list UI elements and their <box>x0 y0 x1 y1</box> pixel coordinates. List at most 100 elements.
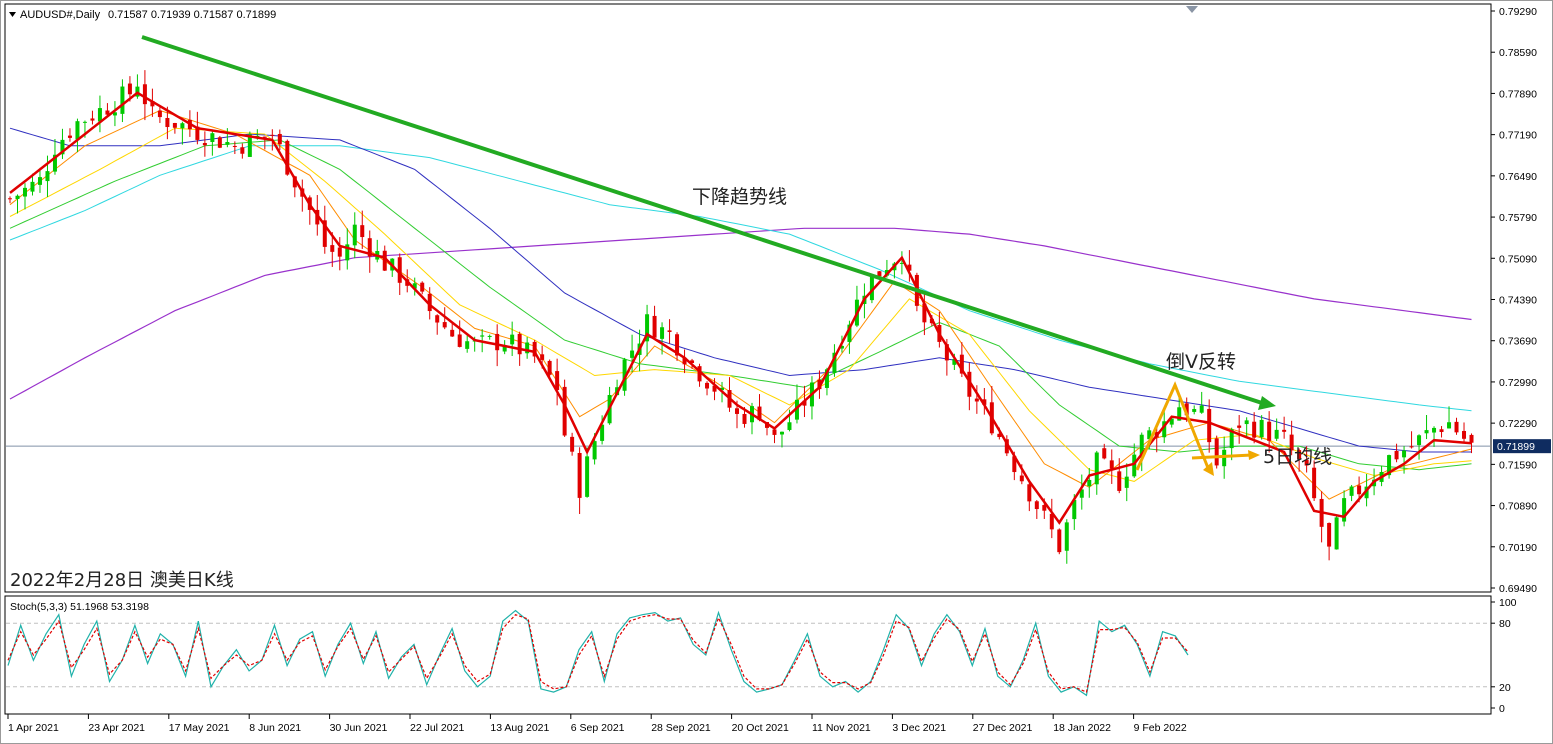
date-tick-label: 6 Sep 2021 <box>571 722 625 734</box>
ma5-line <box>9 91 1472 525</box>
ohlc-values: 0.71587 0.71939 0.71587 0.71899 <box>108 9 276 21</box>
candle-body <box>337 247 342 257</box>
candle-body <box>577 452 582 498</box>
candle-body <box>660 327 665 339</box>
candle-body <box>1019 475 1024 482</box>
candle-body <box>1289 434 1294 451</box>
price-tick-label: 0.75790 <box>1499 212 1537 224</box>
candle-body <box>90 118 95 121</box>
ma30-line <box>9 139 1472 471</box>
candle-body <box>67 135 72 138</box>
shift-marker-icon[interactable] <box>1186 6 1198 13</box>
collapse-triangle-icon[interactable] <box>9 12 16 17</box>
price-tick-label: 0.73690 <box>1499 336 1537 348</box>
candle-body <box>1214 438 1219 466</box>
main-plot-area <box>4 3 1492 593</box>
stoch-tick-label: 20 <box>1499 682 1511 694</box>
candle-body <box>974 398 979 402</box>
candle-body <box>547 360 552 375</box>
candle-body <box>1432 427 1437 433</box>
price-tag <box>1493 439 1551 454</box>
candle-body <box>1267 421 1272 441</box>
candle-body <box>532 341 537 357</box>
ma60-line <box>9 127 1472 453</box>
candle-body <box>247 134 252 157</box>
candle-body <box>1012 456 1017 473</box>
candle-body <box>1439 429 1444 433</box>
candle-body <box>1417 435 1422 446</box>
candle-body <box>562 386 567 436</box>
candle-body <box>1229 429 1234 449</box>
date-tick-label: 8 Jun 2021 <box>249 722 301 734</box>
candle-body <box>1259 419 1264 438</box>
reversal-label: 倒V反转 <box>1166 351 1236 373</box>
candle-body <box>502 345 507 352</box>
candle-body <box>37 177 42 185</box>
price-tick-label: 0.74390 <box>1499 295 1537 307</box>
candle-body <box>165 118 170 128</box>
price-tick-label: 0.79290 <box>1499 6 1537 18</box>
candle-body <box>742 413 747 424</box>
stoch-plot-area <box>4 595 1492 715</box>
candle-body <box>232 145 237 147</box>
candle-body <box>1087 479 1092 487</box>
candle-body <box>1147 430 1152 440</box>
candle-body <box>997 433 1002 438</box>
candle-body <box>1124 476 1129 488</box>
date-tick-label: 3 Dec 2021 <box>892 722 946 734</box>
candle-body <box>959 354 964 374</box>
date-tick-label: 9 Feb 2022 <box>1134 722 1187 734</box>
candle-body <box>982 399 987 405</box>
candle-body <box>442 322 447 328</box>
candle-body <box>435 315 440 323</box>
candle-body <box>779 431 784 435</box>
candle-body <box>450 329 455 337</box>
candle-body <box>720 387 725 391</box>
candle-body <box>1462 430 1467 439</box>
candle-body <box>630 350 635 358</box>
candle-body <box>1177 407 1182 421</box>
candle-body <box>1394 450 1399 460</box>
candle-body <box>22 187 27 197</box>
candle-body <box>1222 449 1227 467</box>
candle-body <box>240 147 245 154</box>
price-tick-label: 0.72290 <box>1499 418 1537 430</box>
candle-body <box>360 225 365 238</box>
candle-body <box>772 429 777 435</box>
date-tick-label: 13 Aug 2021 <box>490 722 549 734</box>
candle-body <box>457 334 462 347</box>
axes: 0.79290 0.78590 0.77890 0.77190 0.76490 0.757… <box>7 6 1551 734</box>
downtrend-line <box>141 35 1263 405</box>
candle-body <box>1244 420 1249 425</box>
candle-body <box>345 244 350 261</box>
candle-body <box>847 324 852 342</box>
candle-body <box>1342 498 1347 522</box>
candle-body <box>127 83 132 95</box>
price-tick-label: 0.76490 <box>1499 171 1537 183</box>
stochastic-panel <box>6 609 1490 697</box>
candle-body <box>1387 455 1392 476</box>
date-tick-label: 11 Nov 2021 <box>812 722 871 734</box>
candle-body <box>1079 489 1084 498</box>
date-tick-label: 17 May 2021 <box>169 722 230 734</box>
candle-body <box>1282 429 1287 432</box>
candle-body <box>1004 439 1009 454</box>
candle-body <box>952 358 957 365</box>
candle-body <box>487 335 492 337</box>
candle-body <box>944 344 949 361</box>
candle-body <box>645 314 650 342</box>
price-panel <box>6 35 1490 564</box>
inverted-v-arrow <box>1135 381 1210 471</box>
candle-body <box>1184 403 1189 416</box>
price-tick-label: 0.70890 <box>1499 501 1537 513</box>
candle-body <box>97 108 102 122</box>
candle-body <box>330 245 335 252</box>
candle-body <box>8 198 12 200</box>
candle-body <box>105 110 110 115</box>
candle-body <box>270 134 275 136</box>
candle-body <box>322 220 327 247</box>
candle-body <box>1169 418 1174 425</box>
candle-body <box>30 181 35 192</box>
price-tick-label: 0.77890 <box>1499 88 1537 100</box>
